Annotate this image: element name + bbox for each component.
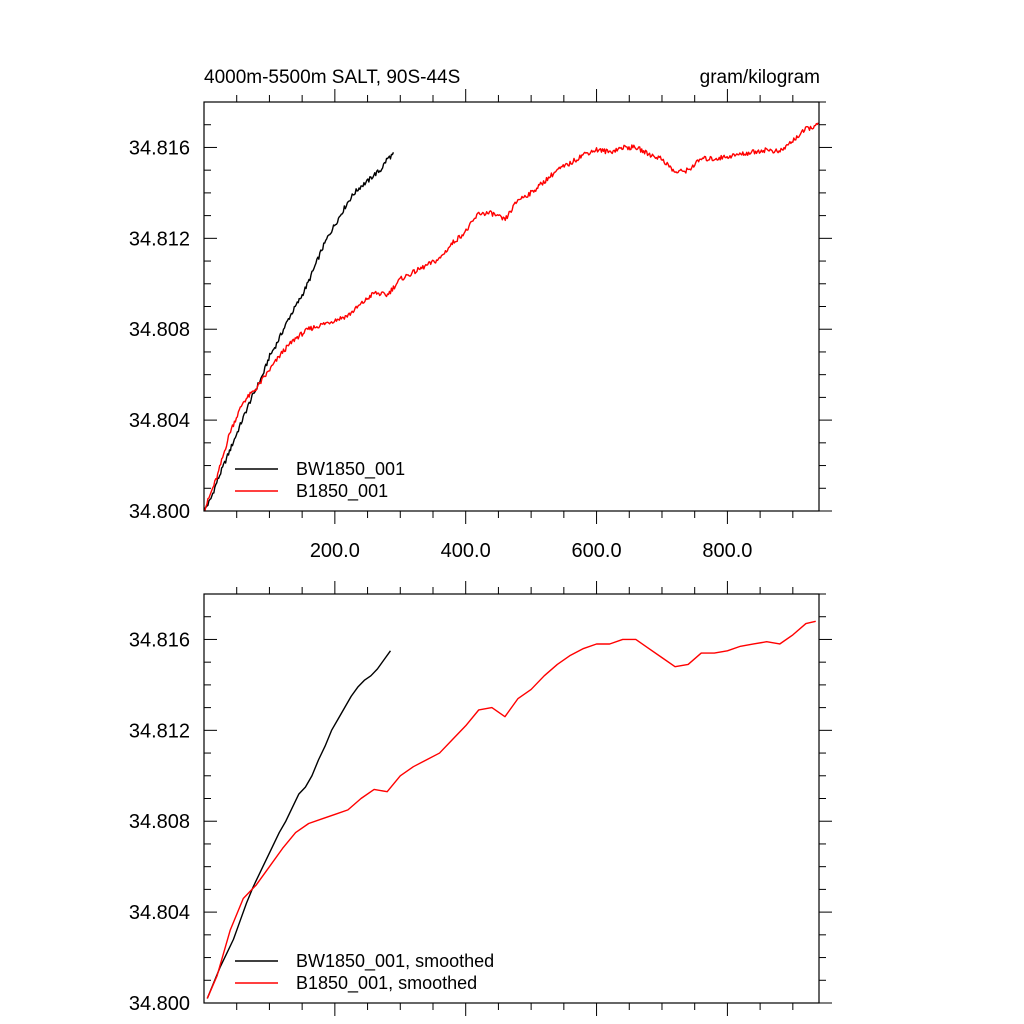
x-tick-label: 800.0 (702, 540, 752, 562)
y-tick-label: 34.812 (129, 720, 190, 742)
series-line-b1850 (204, 122, 819, 511)
top-panel-title: 4000m-5500m SALT, 90S-44S (204, 67, 460, 88)
bottom-series-group (206, 620, 816, 999)
y-tick-label: 34.800 (129, 993, 190, 1015)
x-tick-label: 400.0 (441, 540, 491, 562)
series-line-b1850 (206, 620, 816, 999)
legend-label: BW1850_001, smoothed (296, 951, 494, 972)
y-tick-label: 34.800 (129, 501, 190, 523)
units-label: gram/kilogram (700, 67, 820, 88)
top-series-group (204, 122, 819, 511)
y-tick-label: 34.816 (129, 137, 190, 159)
series-line-bw1850 (204, 152, 395, 511)
y-tick-label: 34.816 (129, 629, 190, 651)
x-tick-label: 600.0 (572, 540, 622, 562)
plot-frame (203, 101, 820, 512)
bottom-axes: 34.800 34.804 34.808 34.812 34.816 (129, 581, 832, 1016)
y-tick-label: 34.812 (129, 228, 190, 250)
top-axes: 34.800 34.804 34.808 34.812 34.816 200.0 400.0… (129, 89, 832, 562)
legend-label: B1850_001 (296, 481, 388, 502)
y-tick-label: 34.808 (129, 811, 190, 833)
y-tick-label: 34.804 (129, 902, 190, 924)
bottom-panel: 34.800 34.804 34.808 34.812 34.816 BW1850_00… (129, 581, 832, 1016)
legend-label: B1850_001, smoothed (296, 973, 477, 994)
series-line-bw1850 (206, 650, 392, 999)
y-tick-label: 34.808 (129, 319, 190, 341)
legend-label: BW1850_001 (296, 459, 405, 480)
x-tick-label: 200.0 (310, 540, 360, 562)
y-tick-label: 34.804 (129, 410, 190, 432)
top-panel: 4000m-5500m SALT, 90S-44S gram/kilogram … (129, 67, 832, 562)
